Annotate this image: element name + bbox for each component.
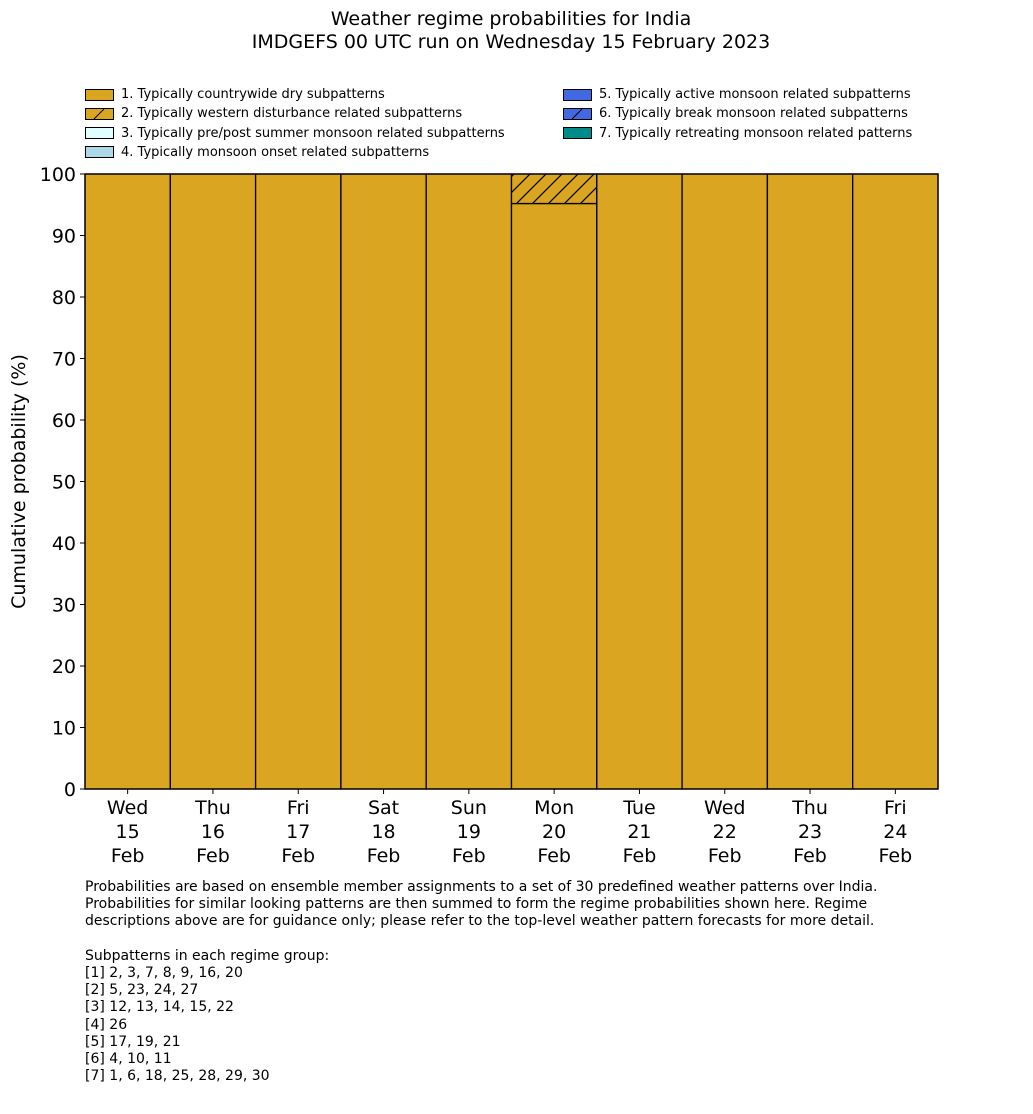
bar-segment: [340, 173, 427, 790]
y-tick-label: 90: [52, 226, 76, 248]
x-tick-label: 17: [286, 821, 310, 843]
legend-label: 3. Typically pre/post summer monsoon rel…: [121, 125, 505, 141]
x-tick-label: Sun: [451, 797, 487, 819]
x-tick-label: 20: [542, 821, 566, 843]
x-tick-label: Feb: [537, 845, 571, 867]
legend-swatch: [85, 88, 114, 101]
x-tick-label: Mon: [534, 797, 574, 819]
x-tick-label: 23: [798, 821, 822, 843]
x-tick-label: 15: [116, 821, 140, 843]
legend-swatch: [85, 146, 114, 159]
legend-label: 1. Typically countrywide dry subpatterns: [121, 87, 385, 102]
legend-item: 2. Typically western disturbance related…: [85, 104, 462, 123]
legend-item: 5. Typically active monsoon related subp…: [563, 85, 911, 104]
y-tick-label: 10: [52, 718, 76, 740]
bar-segment: [766, 173, 854, 790]
y-tick-label: 70: [52, 349, 76, 371]
y-tick-label: 20: [52, 656, 76, 678]
x-tick-label: Wed: [107, 797, 148, 819]
x-tick-label: Wed: [704, 797, 745, 819]
bar-segment: [681, 173, 769, 790]
x-tick-label: 21: [627, 821, 651, 843]
y-tick-label: 40: [52, 533, 76, 555]
x-tick-label: Feb: [281, 845, 315, 867]
x-tick-label: Sat: [368, 797, 399, 819]
plot-area: Wed15FebThu16FebFri17FebSat18FebSun19Feb…: [8, 164, 939, 867]
x-tick-label: 24: [883, 821, 907, 843]
legend-label: 6. Typically break monsoon related subpa…: [599, 106, 908, 122]
chart-title: Weather regime probabilities for India: [330, 8, 692, 30]
footnote: Probabilities are based on ensemble memb…: [85, 879, 878, 1085]
legend-item: 3. Typically pre/post summer monsoon rel…: [85, 124, 505, 143]
plot-frame: [84, 173, 939, 790]
x-tick-label: Feb: [196, 845, 230, 867]
x-tick-label: Fri: [884, 797, 907, 819]
y-tick-label: 80: [52, 287, 76, 309]
legend-swatch: [563, 107, 592, 120]
y-tick-label: 60: [52, 410, 76, 432]
x-tick-label: Fri: [287, 797, 310, 819]
bar-segment: [254, 173, 342, 790]
x-tick-label: 19: [457, 821, 481, 843]
bar-hatch: [511, 174, 597, 204]
y-tick-label: 30: [52, 595, 76, 617]
bar-segment: [425, 173, 513, 790]
x-tick-label: Thu: [194, 797, 231, 819]
x-tick-label: Feb: [367, 845, 401, 867]
x-tick-label: Feb: [111, 845, 145, 867]
legend-swatch: [563, 88, 592, 101]
y-tick-label: 50: [52, 472, 76, 494]
y-tick-label: 0: [64, 779, 76, 801]
legend-label: 5. Typically active monsoon related subp…: [599, 87, 911, 102]
y-axis-label: Cumulative probability (%): [8, 354, 30, 609]
bar-segment: [510, 202, 598, 790]
x-tick-label: Tue: [622, 797, 655, 819]
y-tick-label: 100: [40, 164, 76, 186]
x-tick-label: Thu: [791, 797, 828, 819]
bar-segment: [169, 173, 257, 790]
legend-item: 4. Typically monsoon onset related subpa…: [85, 143, 429, 162]
legend-item: 6. Typically break monsoon related subpa…: [563, 104, 908, 123]
legend-label: 2. Typically western disturbance related…: [121, 106, 463, 122]
chart-subtitle: IMDGEFS 00 UTC run on Wednesday 15 Febru…: [251, 31, 771, 53]
x-tick-label: Feb: [623, 845, 657, 867]
x-tick-label: Feb: [452, 845, 486, 867]
bar-segment: [84, 173, 171, 790]
legend-item: 7. Typically retreating monsoon related …: [563, 124, 912, 143]
x-tick-label: Feb: [879, 845, 913, 867]
x-tick-label: 16: [201, 821, 225, 843]
x-tick-label: Feb: [708, 845, 742, 867]
bar-segment: [852, 173, 939, 790]
legend-swatch: [563, 127, 592, 140]
legend-item: 1. Typically countrywide dry subpatterns: [85, 85, 385, 104]
bar-segment: [596, 173, 683, 790]
legend-swatch: [85, 127, 114, 140]
legend-label: 7. Typically retreating monsoon related …: [599, 125, 913, 141]
x-tick-label: 22: [713, 821, 737, 843]
x-tick-label: 18: [371, 821, 395, 843]
x-tick-label: Feb: [793, 845, 827, 867]
legend-label: 4. Typically monsoon onset related subpa…: [121, 144, 430, 160]
legend-swatch: [85, 107, 114, 120]
